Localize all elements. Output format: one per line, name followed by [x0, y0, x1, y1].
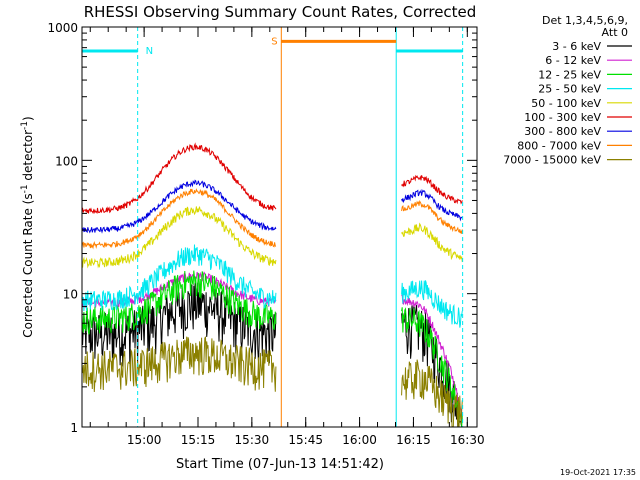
legend-entry-label: 50 - 100 keV — [531, 97, 601, 110]
legend-entry-label: 800 - 7000 keV — [517, 139, 601, 152]
x-tick-label: 15:00 — [127, 433, 162, 447]
x-axis-label: Start Time (07-Jun-13 14:51:42) — [176, 457, 384, 472]
series-line-100-300-keV — [82, 142, 463, 215]
axes: 1 10 100 1000 15:00 15:15 15:30 15:45 16:00 16:15… — [47, 21, 484, 447]
x-tick-label: 15:15 — [181, 433, 216, 447]
series-line-25-50-keV — [82, 244, 463, 328]
plot-area: NS — [82, 27, 464, 427]
x-tick-label: 15:45 — [288, 433, 323, 447]
x-tick-label: 16:30 — [450, 433, 485, 447]
legend-entry-label: 6 - 12 keV — [545, 54, 601, 67]
plot-frame — [81, 26, 478, 428]
flag-label-N: N — [146, 46, 153, 57]
chart-title: RHESSI Observing Summary Count Rates, Co… — [84, 3, 477, 21]
x-tick-label: 16:15 — [396, 433, 431, 447]
series-line-50-100-keV — [82, 206, 463, 269]
legend-entry-label: 300 - 800 keV — [524, 125, 601, 138]
y-tick-label: 1000 — [47, 21, 78, 35]
legend-entry-label: 25 - 50 keV — [538, 83, 601, 96]
legend-entry-label: 3 - 6 keV — [552, 40, 601, 53]
legend-header-line: Att 0 — [602, 26, 628, 39]
flag-label-S: S — [271, 36, 277, 47]
legend-header-line: Det 1,3,4,5,6,9, — [542, 14, 628, 27]
x-tick-label: 16:00 — [342, 433, 377, 447]
y-tick-label: 1 — [70, 421, 78, 435]
legend-entry-label: 100 - 300 keV — [524, 111, 601, 124]
series-line-300-800-keV — [82, 179, 463, 234]
legend-entry-label: 12 - 25 keV — [538, 68, 601, 81]
y-tick-label: 10 — [63, 288, 78, 302]
series-line-12-25-keV — [82, 270, 463, 427]
y-tick-label: 100 — [55, 154, 78, 168]
generation-timestamp: 19-Oct-2021 17:35 — [560, 468, 636, 477]
series-line-800-7000-keV — [82, 188, 463, 250]
legend-entry-label: 7000 - 15000 keV — [503, 154, 601, 167]
y-axis-label: Corrected Count Rate (s-1 detector-1) — [20, 116, 35, 337]
x-tick-label: 15:30 — [235, 433, 270, 447]
